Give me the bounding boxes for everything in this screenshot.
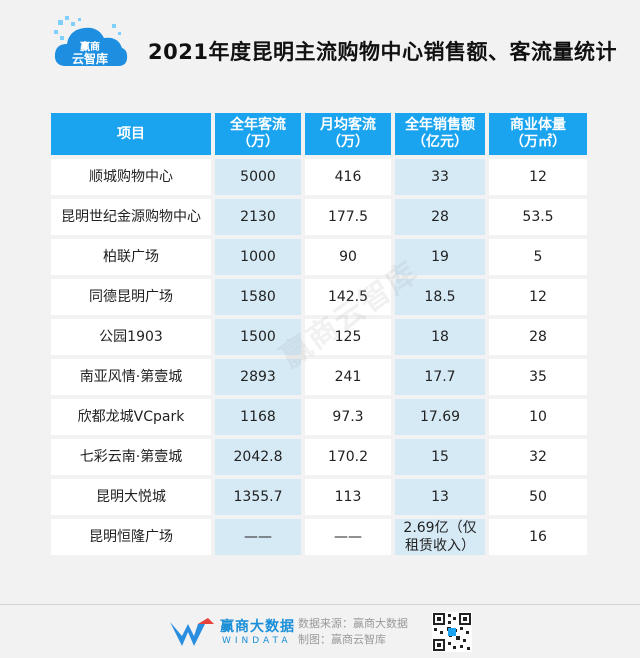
cell-monthly-traffic: 97.3 [305,399,391,435]
cell-annual-traffic: —— [215,519,301,555]
cell-project: 南亚风情·第壹城 [51,359,211,395]
col-header-project: 项目 [51,113,211,155]
cell-annual-traffic: 2893 [215,359,301,395]
col-header-area: 商业体量 （万㎡） [489,113,587,155]
cell-annual-traffic: 1355.7 [215,479,301,515]
cell-project: 顺城购物中心 [51,159,211,195]
footer-brand-en: WINDATA [222,636,292,646]
cell-area: 12 [489,279,587,315]
cell-annual-sales: 18 [395,319,485,355]
table-header-row: 项目 全年客流 （万） 月均客流 （万） 全年销售额 （亿元） 商业体量 （万㎡） [51,113,587,155]
cell-project: 柏联广场 [51,239,211,275]
cell-annual-traffic: 1168 [215,399,301,435]
logo-text-line1: 赢商 [80,40,100,53]
stats-table: 项目 全年客流 （万） 月均客流 （万） 全年销售额 （亿元） 商业体量 （万㎡） 顺城… [47,109,591,559]
cell-area: 50 [489,479,587,515]
cell-annual-sales: 15 [395,439,485,475]
cell-monthly-traffic: 170.2 [305,439,391,475]
cell-monthly-traffic: 142.5 [305,279,391,315]
col-header-monthly-traffic: 月均客流 （万） [305,113,391,155]
table-row: 昆明恒隆广场 —— —— 2.69亿（仅 租赁收入） 16 [51,519,587,555]
cell-annual-traffic: 1580 [215,279,301,315]
cell-annual-traffic: 1000 [215,239,301,275]
cell-area: 28 [489,319,587,355]
cell-annual-traffic: 5000 [215,159,301,195]
cell-project: 欣都龙城VCpark [51,399,211,435]
logo-text-line2: 云智库 [72,51,108,66]
cell-monthly-traffic: 241 [305,359,391,395]
col-header-annual-sales: 全年销售额 （亿元） [395,113,485,155]
cell-monthly-traffic: 416 [305,159,391,195]
cell-area: 53.5 [489,199,587,235]
cell-annual-sales: 2.69亿（仅 租赁收入） [395,519,485,555]
table-row: 公园1903 1500 125 18 28 [51,319,587,355]
cell-project: 昆明大悦城 [51,479,211,515]
cell-area: 10 [489,399,587,435]
made-by-text: 制图：赢商云智库 [298,633,386,646]
yingshang-cloud-logo-icon: 赢商 云智库 [54,16,128,66]
table-row: 同德昆明广场 1580 142.5 18.5 12 [51,279,587,315]
table-row: 柏联广场 1000 90 19 5 [51,239,587,275]
table-row: 南亚风情·第壹城 2893 241 17.7 35 [51,359,587,395]
table-row: 昆明大悦城 1355.7 113 13 50 [51,479,587,515]
cell-annual-traffic: 1500 [215,319,301,355]
cell-annual-sales: 28 [395,199,485,235]
cell-area: 16 [489,519,587,555]
windata-logo-icon [170,618,214,646]
header: 赢商 云智库 2021年度昆明主流购物中心销售额、客流量统计 [0,0,640,100]
cell-monthly-traffic: 113 [305,479,391,515]
data-source-text: 数据来源：赢商大数据 [298,617,408,630]
cell-project: 公园1903 [51,319,211,355]
cell-annual-sales: 17.7 [395,359,485,395]
cell-annual-sales: 18.5 [395,279,485,315]
cell-area: 12 [489,159,587,195]
cell-project: 昆明恒隆广场 [51,519,211,555]
cell-annual-sales: 17.69 [395,399,485,435]
cell-annual-sales: 13 [395,479,485,515]
cell-monthly-traffic: —— [305,519,391,555]
cell-area: 5 [489,239,587,275]
table-row: 七彩云南·第壹城 2042.8 170.2 15 32 [51,439,587,475]
table-row: 昆明世纪金源购物中心 2130 177.5 28 53.5 [51,199,587,235]
col-header-annual-traffic: 全年客流 （万） [215,113,301,155]
table-row: 欣都龙城VCpark 1168 97.3 17.69 10 [51,399,587,435]
table-row: 顺城购物中心 5000 416 33 12 [51,159,587,195]
cell-monthly-traffic: 125 [305,319,391,355]
cell-project: 昆明世纪金源购物中心 [51,199,211,235]
qr-code-icon [432,612,472,652]
cell-area: 35 [489,359,587,395]
cell-annual-sales: 33 [395,159,485,195]
cell-monthly-traffic: 177.5 [305,199,391,235]
footer-source: 数据来源：赢商大数据 制图：赢商云智库 [298,616,408,648]
table-body: 顺城购物中心 5000 416 33 12 昆明世纪金源购物中心 2130 177.5 28 53… [51,159,587,555]
footer-divider [0,604,640,605]
cell-project: 同德昆明广场 [51,279,211,315]
cell-annual-traffic: 2042.8 [215,439,301,475]
cell-area: 32 [489,439,587,475]
footer-brand-name: 赢商大数据 [220,619,295,635]
cell-monthly-traffic: 90 [305,239,391,275]
cell-annual-traffic: 2130 [215,199,301,235]
page-title: 2021年度昆明主流购物中心销售额、客流量统计 [148,40,617,64]
cell-project: 七彩云南·第壹城 [51,439,211,475]
cell-annual-sales: 19 [395,239,485,275]
